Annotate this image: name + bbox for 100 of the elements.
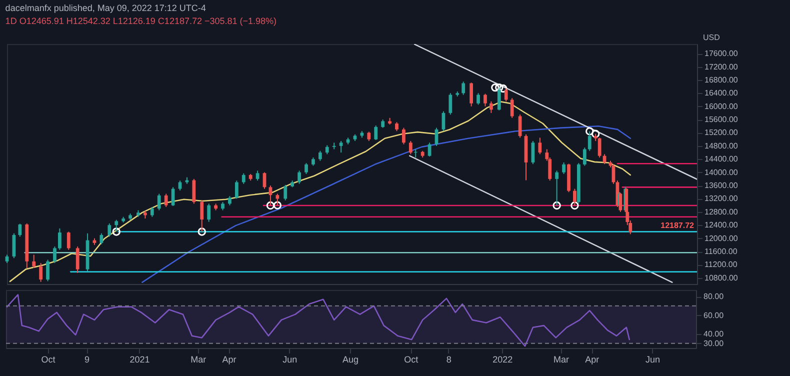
candlestick xyxy=(256,170,260,182)
y-tick-label: 14400.00 xyxy=(704,154,738,164)
candlestick xyxy=(178,180,182,191)
candlestick xyxy=(504,88,508,102)
point xyxy=(198,228,206,236)
point xyxy=(591,130,600,138)
candlestick xyxy=(408,140,412,155)
y-tick-label: 13200.00 xyxy=(704,194,738,204)
candlestick xyxy=(562,162,566,174)
x-tick-label: 9 xyxy=(84,354,90,364)
x-tick-label: Oct xyxy=(41,354,56,364)
candlestick xyxy=(555,170,559,206)
x-tick-label: Oct xyxy=(404,354,419,364)
x-tick-label: Mar xyxy=(190,354,206,364)
line-series xyxy=(6,294,630,347)
candlestick xyxy=(18,223,22,238)
point xyxy=(499,84,508,93)
candlestick xyxy=(318,150,322,162)
candlestick xyxy=(192,178,196,204)
candlestick xyxy=(157,193,161,211)
x-tick-label: Apr xyxy=(585,354,600,364)
y-tick-label: 80.00 xyxy=(704,292,724,302)
y-tick-label: 14800.00 xyxy=(704,141,738,150)
y-tick-label: 16400.00 xyxy=(704,88,738,98)
x-tick-label: 2022 xyxy=(492,354,513,364)
y-tick-label: 12800.00 xyxy=(704,207,738,216)
y-tick-label: 15200.00 xyxy=(704,128,738,138)
candlestick xyxy=(518,114,522,138)
candlestick xyxy=(538,137,542,155)
candlestick xyxy=(582,147,586,166)
candlestick xyxy=(100,232,104,245)
candlestick xyxy=(66,231,70,250)
point xyxy=(586,127,594,136)
candlestick xyxy=(32,254,36,268)
x-tick-label: 8 xyxy=(446,354,452,364)
candlestick xyxy=(573,188,576,206)
candlestick xyxy=(510,98,514,118)
candlestick xyxy=(531,140,535,165)
x-tick-label: Apr xyxy=(222,354,236,364)
candlestick xyxy=(150,206,154,218)
y-tick-label: 15600.00 xyxy=(704,115,738,124)
candlestick xyxy=(470,82,473,107)
x-tick-label: 2021 xyxy=(130,354,150,364)
point xyxy=(112,228,120,236)
y-tick-label: 40.00 xyxy=(704,329,724,338)
candlestick xyxy=(448,92,452,116)
y-tick-label: 16800.00 xyxy=(704,75,738,84)
chart-title: dacelmanfx published, May 09, 2022 17:12 UTC-4 xyxy=(5,3,206,13)
candlestick xyxy=(598,137,602,158)
candlestick xyxy=(114,219,118,232)
y-tick-label: 11200.00 xyxy=(704,260,738,270)
candlestick xyxy=(339,140,343,154)
y-tick-label: 16000.00 xyxy=(704,102,738,111)
point xyxy=(570,201,579,210)
candlestick xyxy=(484,93,487,107)
candlestick xyxy=(374,124,378,140)
candlestick xyxy=(108,222,112,238)
candlestick xyxy=(434,127,438,146)
y-tick-label: 11600.00 xyxy=(704,247,738,256)
point xyxy=(495,83,504,92)
point xyxy=(491,83,500,92)
candlestick xyxy=(497,87,501,111)
candlestick xyxy=(304,162,308,174)
x-tick-label: Jun xyxy=(645,354,660,364)
y-tick-label: 30.00 xyxy=(704,338,724,348)
candlestick xyxy=(268,185,272,206)
line-series xyxy=(142,125,632,283)
candlestick xyxy=(200,200,204,232)
point xyxy=(266,201,275,210)
candlestick xyxy=(402,127,406,145)
point xyxy=(273,201,282,210)
candlestick xyxy=(53,246,56,264)
candlestick xyxy=(284,184,288,201)
candlestick xyxy=(58,228,62,250)
candlestick xyxy=(462,81,466,96)
candlestick xyxy=(76,246,80,274)
x-tick-label: Aug xyxy=(342,354,359,364)
candlestick xyxy=(298,170,301,184)
candlestick xyxy=(164,193,168,208)
x-tick-label: Jun xyxy=(282,354,298,364)
candlestick xyxy=(207,203,211,222)
y-tick-label: 10800.00 xyxy=(704,273,738,282)
point xyxy=(552,201,561,210)
x-tick-label: Mar xyxy=(554,354,570,364)
y-tick-label: 60.00 xyxy=(704,310,724,320)
annotation: 12187.72 xyxy=(660,221,695,230)
y-tick-label: 12400.00 xyxy=(704,220,738,230)
candlestick xyxy=(234,180,238,200)
candlestick xyxy=(46,259,50,282)
candlestick xyxy=(490,100,493,114)
chart-subtitle: 1D O12465.91 H12542.32 L12126.19 C12187.72 −305.81 (−1.98%) xyxy=(5,16,277,26)
candlestick xyxy=(242,172,246,184)
y-tick-label: 17200.00 xyxy=(704,62,738,72)
candlestick xyxy=(228,196,232,206)
y-tick-label: 12000.00 xyxy=(704,234,738,243)
text: USD xyxy=(703,33,720,42)
candlestick xyxy=(276,193,280,206)
candlestick xyxy=(367,131,371,142)
candlestick xyxy=(39,262,42,282)
y-tick-label: 13600.00 xyxy=(704,181,738,190)
